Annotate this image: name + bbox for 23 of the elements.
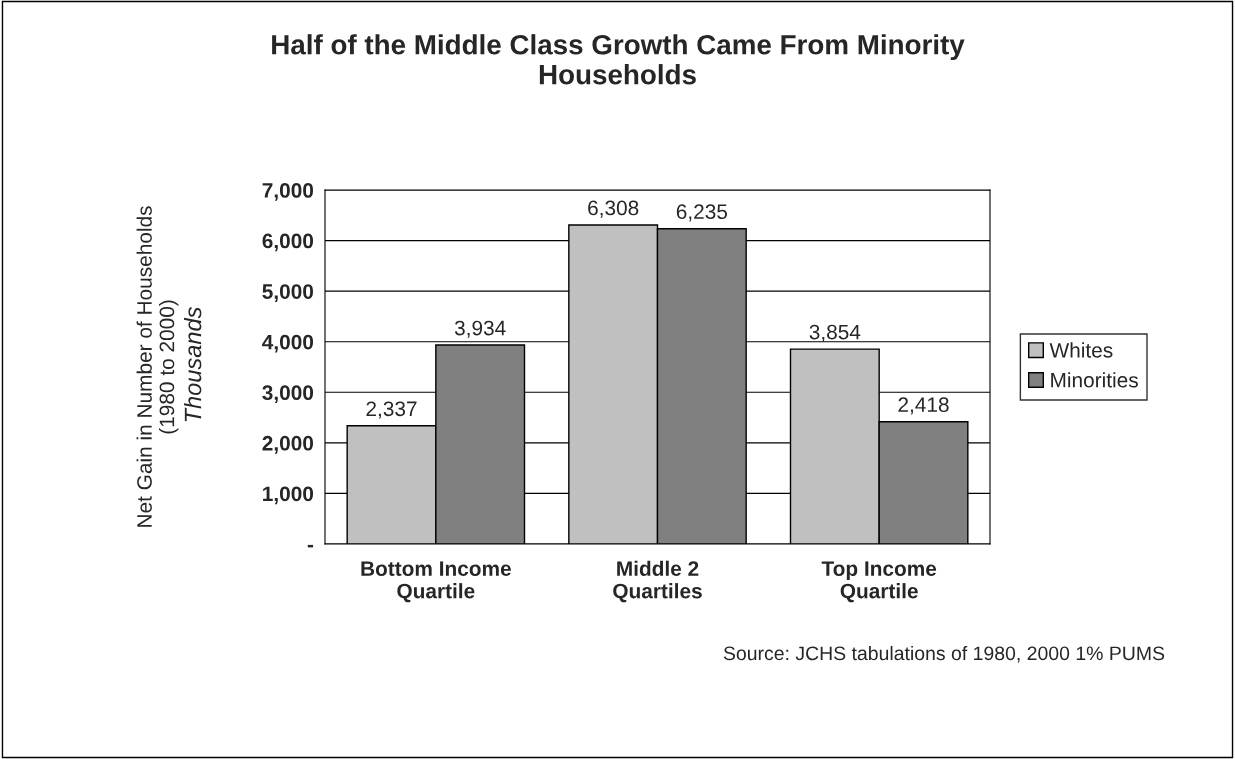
x-tick-label: Bottom Income Quartile bbox=[361, 561, 511, 603]
legend-label: Whites bbox=[1049, 342, 1113, 358]
y-tick-label: - bbox=[307, 544, 314, 548]
y-tick-label: 2,000 bbox=[262, 435, 314, 454]
y-tick-label: 5,000 bbox=[262, 284, 314, 302]
y-tick-label: 1,000 bbox=[263, 486, 314, 505]
y-axis-title: Net Gain in Number of Households (1980 to 2000) bbox=[136, 206, 179, 527]
source-note: Source: JCHS tabulations of 1980, 2000 1% PUMS bbox=[723, 645, 1165, 663]
data-label: 3,854 bbox=[809, 324, 861, 342]
data-label: 3,934 bbox=[454, 320, 506, 338]
legend-label: Minorities bbox=[1051, 372, 1138, 388]
data-label: 6,308 bbox=[588, 200, 639, 218]
y-tick-label: 3,000 bbox=[262, 385, 314, 404]
y-tick-label: 4,000 bbox=[262, 334, 314, 353]
data-label: 6,235 bbox=[676, 204, 728, 222]
chart-title: Half of the Middle Class Growth Came From Minority Households bbox=[272, 34, 965, 85]
x-tick-label: Top Income Quartile bbox=[821, 561, 937, 603]
data-label: 2,337 bbox=[366, 401, 417, 419]
data-label: 2,418 bbox=[898, 397, 949, 415]
y-tick-label: 6,000 bbox=[262, 233, 314, 252]
y-tick-label: 7,000 bbox=[262, 183, 314, 201]
text: Thousands bbox=[184, 307, 202, 422]
x-tick-label: Middle 2 Quartiles bbox=[613, 560, 702, 603]
